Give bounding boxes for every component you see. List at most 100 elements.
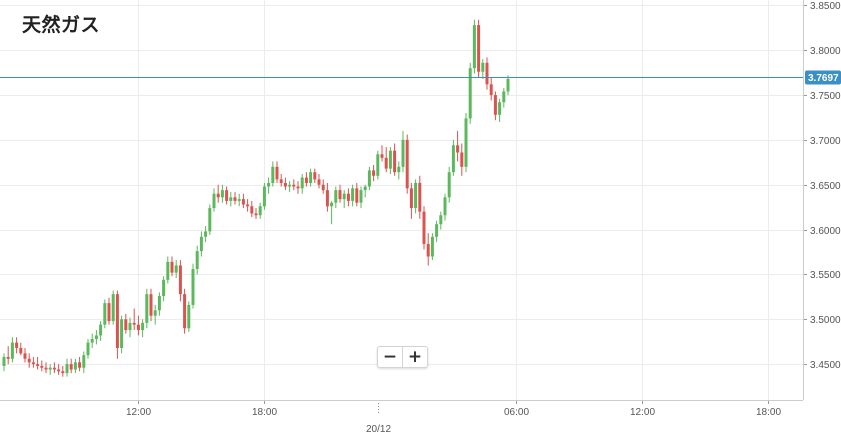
candle-body [233,197,237,201]
candle-body [40,365,44,368]
candle-body [372,170,376,176]
candle-body [212,193,216,209]
candle-body [52,367,56,370]
candle-body [422,211,426,244]
candle-body [346,193,350,201]
x-tick-label: 12:00 [630,407,655,418]
candle-body [111,294,115,322]
x-tick-label: 06:00 [504,407,529,418]
candle-body [145,294,149,323]
candle-body [384,157,388,169]
candle-body [187,304,191,329]
candle-body [355,188,359,203]
candle-body [136,324,140,331]
candle-body [162,279,166,296]
candle-body [262,186,266,207]
candle-body [115,294,119,348]
candle-body [472,25,476,69]
candle-body [460,152,464,167]
current-price-badge [805,70,841,85]
y-tick-label: 3.7500 [810,91,841,102]
candle-body [283,182,287,187]
candle-body [380,154,384,158]
candle-body [61,371,65,374]
candle-body [405,139,409,189]
candle-body [166,261,170,280]
candle-body [250,206,254,214]
candle-body [338,190,342,200]
candle-body [229,197,233,201]
candle-body [6,356,10,359]
x-date-label: 20/12 [366,424,391,435]
candle-body [401,139,405,167]
candle-body [430,236,434,257]
candle-body [477,25,481,72]
candle-body [191,269,195,305]
y-tick-label: 3.6000 [810,226,841,237]
candle-body [317,179,321,185]
candle-body [204,231,208,237]
candle-body [19,347,23,354]
candle-body [493,95,497,115]
candle-body [351,188,355,201]
candle-body [246,204,250,207]
candle-body [502,91,506,103]
candle-body [82,355,86,368]
x-tick-label: 18:00 [756,407,781,418]
candle-body [464,118,468,167]
candle-body [132,322,136,325]
candle-body [304,177,308,183]
zoom-out-button[interactable]: − [382,346,398,367]
candle-body [199,236,203,252]
candle-body [27,358,31,363]
current-price-marker: 3.7697 [0,70,841,85]
candle-body [279,179,283,183]
candle-body [447,172,451,198]
candle-body [443,197,447,216]
candle-body [90,339,94,343]
y-tick-label: 3.5500 [810,270,841,281]
candle-body [120,319,124,348]
candle-body [94,335,98,340]
candle-body [216,193,220,198]
candle-body [241,199,245,205]
candle-body [153,310,157,316]
candle-body [426,243,430,257]
candle-body [170,261,174,273]
candle-body [325,190,329,207]
candle-body [451,145,455,173]
candle-body [69,364,73,370]
candle-body [149,294,153,316]
candle-body [506,78,510,92]
candle-body [334,190,338,203]
candle-body [363,186,367,191]
candle-body [409,188,413,209]
y-tick-label: 3.4500 [810,360,841,371]
x-tick-label: 12:00 [126,407,151,418]
candle-body [208,208,212,232]
candle-body [342,193,346,200]
candle-body [36,364,40,366]
candle-body [86,342,90,356]
chart-title: 天然ガス [22,14,101,36]
candle-body [258,206,262,216]
candle-body [124,319,128,331]
y-tick-label: 3.8000 [810,46,841,57]
candle-body [254,213,258,216]
candle-body [157,295,161,311]
y-tick-label: 3.6500 [810,181,841,192]
candle-body [485,62,489,85]
candle-body [174,265,178,273]
candle-body [481,62,485,72]
zoom-in-button[interactable]: + [402,347,427,367]
candle-body [359,190,363,203]
candle-body [388,150,392,169]
candle-body [300,177,304,189]
candle-body [178,265,182,295]
candle-body [195,251,199,270]
candle-body [439,215,443,225]
candle-body [2,356,6,366]
